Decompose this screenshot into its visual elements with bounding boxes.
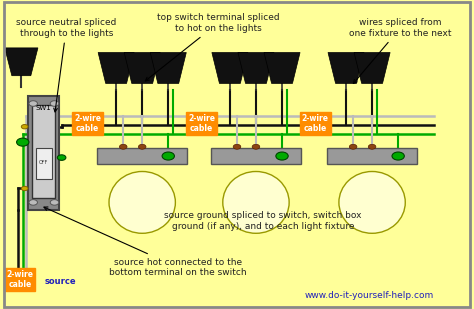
FancyBboxPatch shape <box>28 96 59 210</box>
Polygon shape <box>354 53 390 83</box>
Circle shape <box>368 144 376 149</box>
Ellipse shape <box>109 171 175 233</box>
Circle shape <box>21 186 28 191</box>
Text: source: source <box>45 277 77 286</box>
Text: top switch terminal spliced
to hot on the lights: top switch terminal spliced to hot on th… <box>146 14 279 81</box>
Circle shape <box>233 144 241 149</box>
FancyBboxPatch shape <box>32 105 55 198</box>
Circle shape <box>392 152 404 160</box>
Circle shape <box>57 155 66 160</box>
FancyBboxPatch shape <box>36 148 52 179</box>
Text: source hot connected to the
bottom terminal on the switch: source hot connected to the bottom termi… <box>44 207 246 277</box>
Circle shape <box>29 200 37 205</box>
Text: wires spliced from
one fixture to the next: wires spliced from one fixture to the ne… <box>349 18 452 83</box>
Circle shape <box>349 144 357 149</box>
Text: source neutral spliced
through to the lights: source neutral spliced through to the li… <box>16 18 117 112</box>
Polygon shape <box>264 53 300 83</box>
Text: 2-wire
cable: 2-wire cable <box>74 114 101 133</box>
Ellipse shape <box>223 171 289 233</box>
Circle shape <box>17 138 29 146</box>
Polygon shape <box>150 53 186 83</box>
FancyBboxPatch shape <box>97 148 187 164</box>
Polygon shape <box>98 53 134 83</box>
Circle shape <box>119 144 127 149</box>
Circle shape <box>276 152 288 160</box>
Circle shape <box>50 200 59 205</box>
FancyBboxPatch shape <box>327 148 417 164</box>
Text: OFF: OFF <box>39 160 48 165</box>
Circle shape <box>50 101 59 106</box>
Text: source ground spliced to switch, switch box
ground (if any), and to each light f: source ground spliced to switch, switch … <box>164 211 362 231</box>
Circle shape <box>252 144 260 149</box>
Polygon shape <box>5 48 38 76</box>
Text: www.do-it-yourself-help.com: www.do-it-yourself-help.com <box>305 290 434 300</box>
Circle shape <box>138 144 146 149</box>
Text: SW1: SW1 <box>36 105 52 111</box>
Text: 2-wire
cable: 2-wire cable <box>7 270 33 289</box>
Circle shape <box>29 101 37 106</box>
Polygon shape <box>238 53 274 83</box>
Circle shape <box>162 152 174 160</box>
Text: 2-wire
cable: 2-wire cable <box>302 114 328 133</box>
Polygon shape <box>212 53 248 83</box>
Polygon shape <box>328 53 364 83</box>
Circle shape <box>21 125 28 129</box>
FancyBboxPatch shape <box>211 148 301 164</box>
Text: 2-wire
cable: 2-wire cable <box>188 114 215 133</box>
Polygon shape <box>124 53 160 83</box>
Ellipse shape <box>339 171 405 233</box>
